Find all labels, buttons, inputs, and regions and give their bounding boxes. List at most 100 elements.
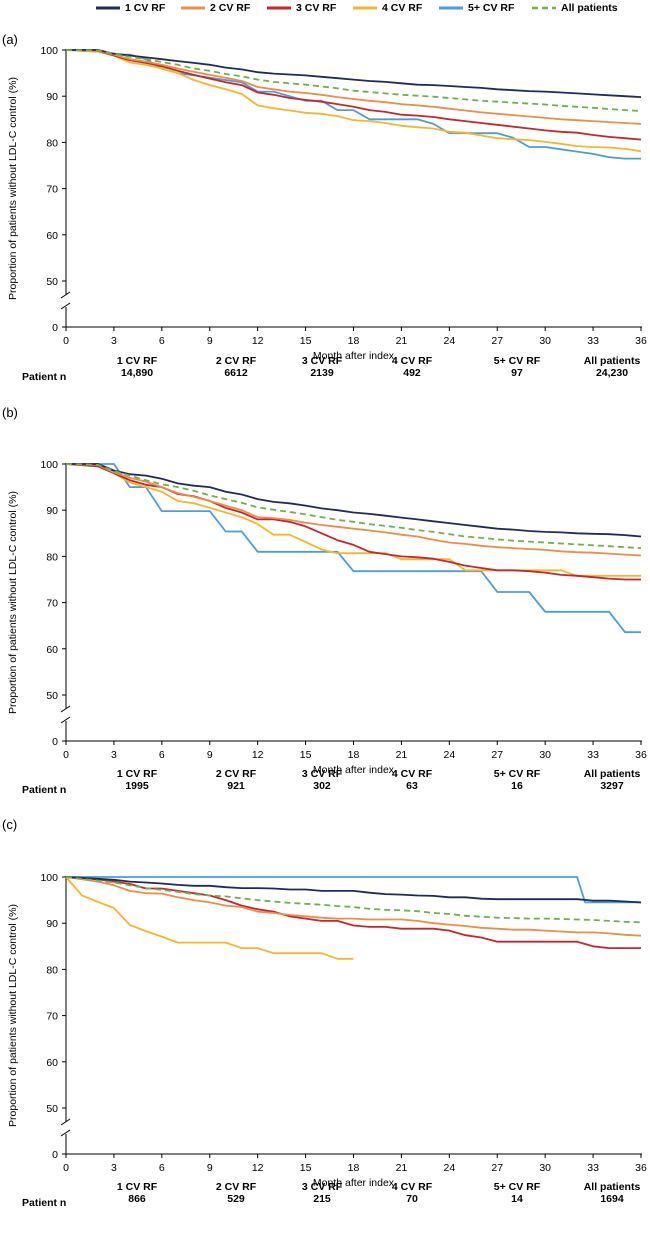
y-tick-label: 80 — [46, 964, 58, 976]
patient-n-group: 1 CV RF — [116, 355, 158, 367]
axis-break-mark — [60, 302, 71, 310]
panel-label: (c) — [2, 817, 17, 832]
y-axis-label: Proportion of patients without LDL-C con… — [7, 904, 19, 1127]
x-tick-label: 30 — [539, 749, 551, 761]
x-tick-label: 15 — [300, 1162, 312, 1174]
x-tick-label: 36 — [635, 749, 647, 761]
x-tick-label: 24 — [443, 1162, 455, 1174]
patient-n-label: Patient n — [22, 784, 67, 796]
patient-n-label: Patient n — [22, 371, 67, 383]
patient-n-column: All patients 3297 — [577, 768, 647, 792]
patient-n-value: 529 — [227, 1193, 245, 1205]
patient-n-value: 70 — [406, 1193, 418, 1205]
patient-n-column: 4 CV RF 492 — [377, 355, 447, 379]
y-tick-label: 60 — [46, 230, 58, 242]
x-tick-label: 21 — [396, 749, 408, 761]
patient-n-column: 4 CV RF 63 — [377, 768, 447, 792]
patient-n-column: All patients 1694 — [577, 1181, 647, 1205]
x-tick-label: 27 — [491, 335, 503, 347]
patient-n-value: 302 — [313, 780, 331, 792]
legend-label: 4 CV RF — [382, 2, 423, 14]
x-tick-label: 6 — [159, 335, 165, 347]
patient-n-group: 2 CV RF — [215, 1181, 257, 1193]
legend-label: 1 CV RF — [125, 2, 166, 14]
series-line-2-cv-rf — [65, 49, 642, 125]
y-axis-label: Proportion of patients without LDL-C con… — [7, 491, 19, 714]
x-tick-label: 12 — [252, 1162, 264, 1174]
patient-n-value: 16 — [511, 780, 523, 792]
x-tick-label: 24 — [443, 335, 455, 347]
legend-label: 3 CV RF — [296, 2, 337, 14]
series-line-all-patients — [65, 876, 642, 924]
x-tick-label: 9 — [207, 749, 213, 761]
patient-n-group: All patients — [583, 355, 641, 367]
patient-n-column: 1 CV RF 866 — [102, 1181, 172, 1205]
x-tick-label: 30 — [539, 1162, 551, 1174]
x-tick-label: 9 — [207, 335, 213, 347]
patient-n-column: All patients 24,230 — [577, 355, 647, 379]
x-tick-label: 18 — [348, 1162, 360, 1174]
y-tick-label: 90 — [46, 918, 58, 930]
patient-n-group: 2 CV RF — [215, 768, 257, 780]
patient-n-group: 3 CV RF — [301, 1181, 343, 1193]
chart-legend: 1 CV RF 2 CV RF 3 CV RF 4 CV RF 5+ CV RF… — [0, 0, 650, 20]
x-tick-label: 3 — [111, 1162, 117, 1174]
patient-n-group: 4 CV RF — [391, 768, 433, 780]
series-line-2-cv-rf — [65, 876, 642, 937]
patient-n-group: 2 CV RF — [215, 355, 257, 367]
x-tick-label: 12 — [252, 749, 264, 761]
patient-n-group: 3 CV RF — [301, 768, 343, 780]
patient-n-column: 1 CV RF 14,890 — [102, 355, 172, 379]
axis-break-mark — [60, 1118, 71, 1126]
series-line-all-patients — [65, 49, 642, 112]
series-line-3-cv-rf — [65, 876, 641, 949]
legend-label: 5+ CV RF — [468, 2, 515, 14]
x-tick-label: 6 — [159, 1162, 165, 1174]
axis-break-mark — [60, 291, 71, 299]
y-tick-label: 90 — [46, 91, 58, 103]
y-tick-label: 0 — [52, 736, 58, 748]
x-axis-label: Month after index — [313, 1177, 395, 1189]
x-tick-label: 36 — [635, 1162, 647, 1174]
patient-n-group: All patients — [583, 1181, 641, 1193]
patient-n-value: 1995 — [125, 780, 149, 792]
x-tick-label: 15 — [300, 749, 312, 761]
patient-n-group: 3 CV RF — [301, 355, 343, 367]
patient-n-group: 5+ CV RF — [493, 1181, 541, 1193]
patient-n-group: 5+ CV RF — [493, 355, 541, 367]
series-line-1-cv-rf — [66, 463, 642, 538]
axis-break-mark — [60, 1129, 71, 1137]
y-tick-label: 80 — [46, 551, 58, 563]
series-line-all-patients — [65, 463, 642, 549]
y-tick-label: 60 — [46, 644, 58, 656]
patient-n-value: 921 — [227, 780, 245, 792]
x-tick-label: 21 — [396, 335, 408, 347]
patient-n-value: 97 — [511, 367, 523, 379]
series-line-4-cv-rf — [65, 876, 354, 960]
y-tick-label: 100 — [40, 872, 58, 884]
series-line-2-cv-rf — [65, 463, 642, 557]
series-line-1-cv-rf — [65, 876, 642, 904]
y-tick-label: 50 — [46, 690, 58, 702]
y-tick-label: 50 — [46, 1103, 58, 1115]
x-tick-label: 33 — [587, 1162, 599, 1174]
patient-n-group: All patients — [583, 768, 641, 780]
patient-n-column: 5+ CV RF 14 — [482, 1181, 552, 1205]
x-tick-label: 36 — [635, 335, 647, 347]
y-tick-label: 100 — [40, 459, 58, 471]
patient-n-group: 1 CV RF — [116, 1181, 158, 1193]
patient-n-value: 215 — [313, 1193, 331, 1205]
series-line-4-cv-rf — [65, 49, 642, 153]
y-tick-label: 60 — [46, 1057, 58, 1069]
patient-n-value: 2139 — [310, 367, 334, 379]
patient-n-column: 3 CV RF 302 — [287, 768, 357, 792]
patient-n-value: 866 — [128, 1193, 146, 1205]
x-tick-label: 27 — [491, 749, 503, 761]
patient-n-value: 3297 — [600, 780, 624, 792]
panel-label: (a) — [2, 32, 18, 47]
patient-n-group: 5+ CV RF — [493, 768, 541, 780]
y-axis-label: Proportion of patients without LDL-C con… — [7, 77, 19, 300]
x-axis-label: Month after index — [313, 350, 395, 362]
